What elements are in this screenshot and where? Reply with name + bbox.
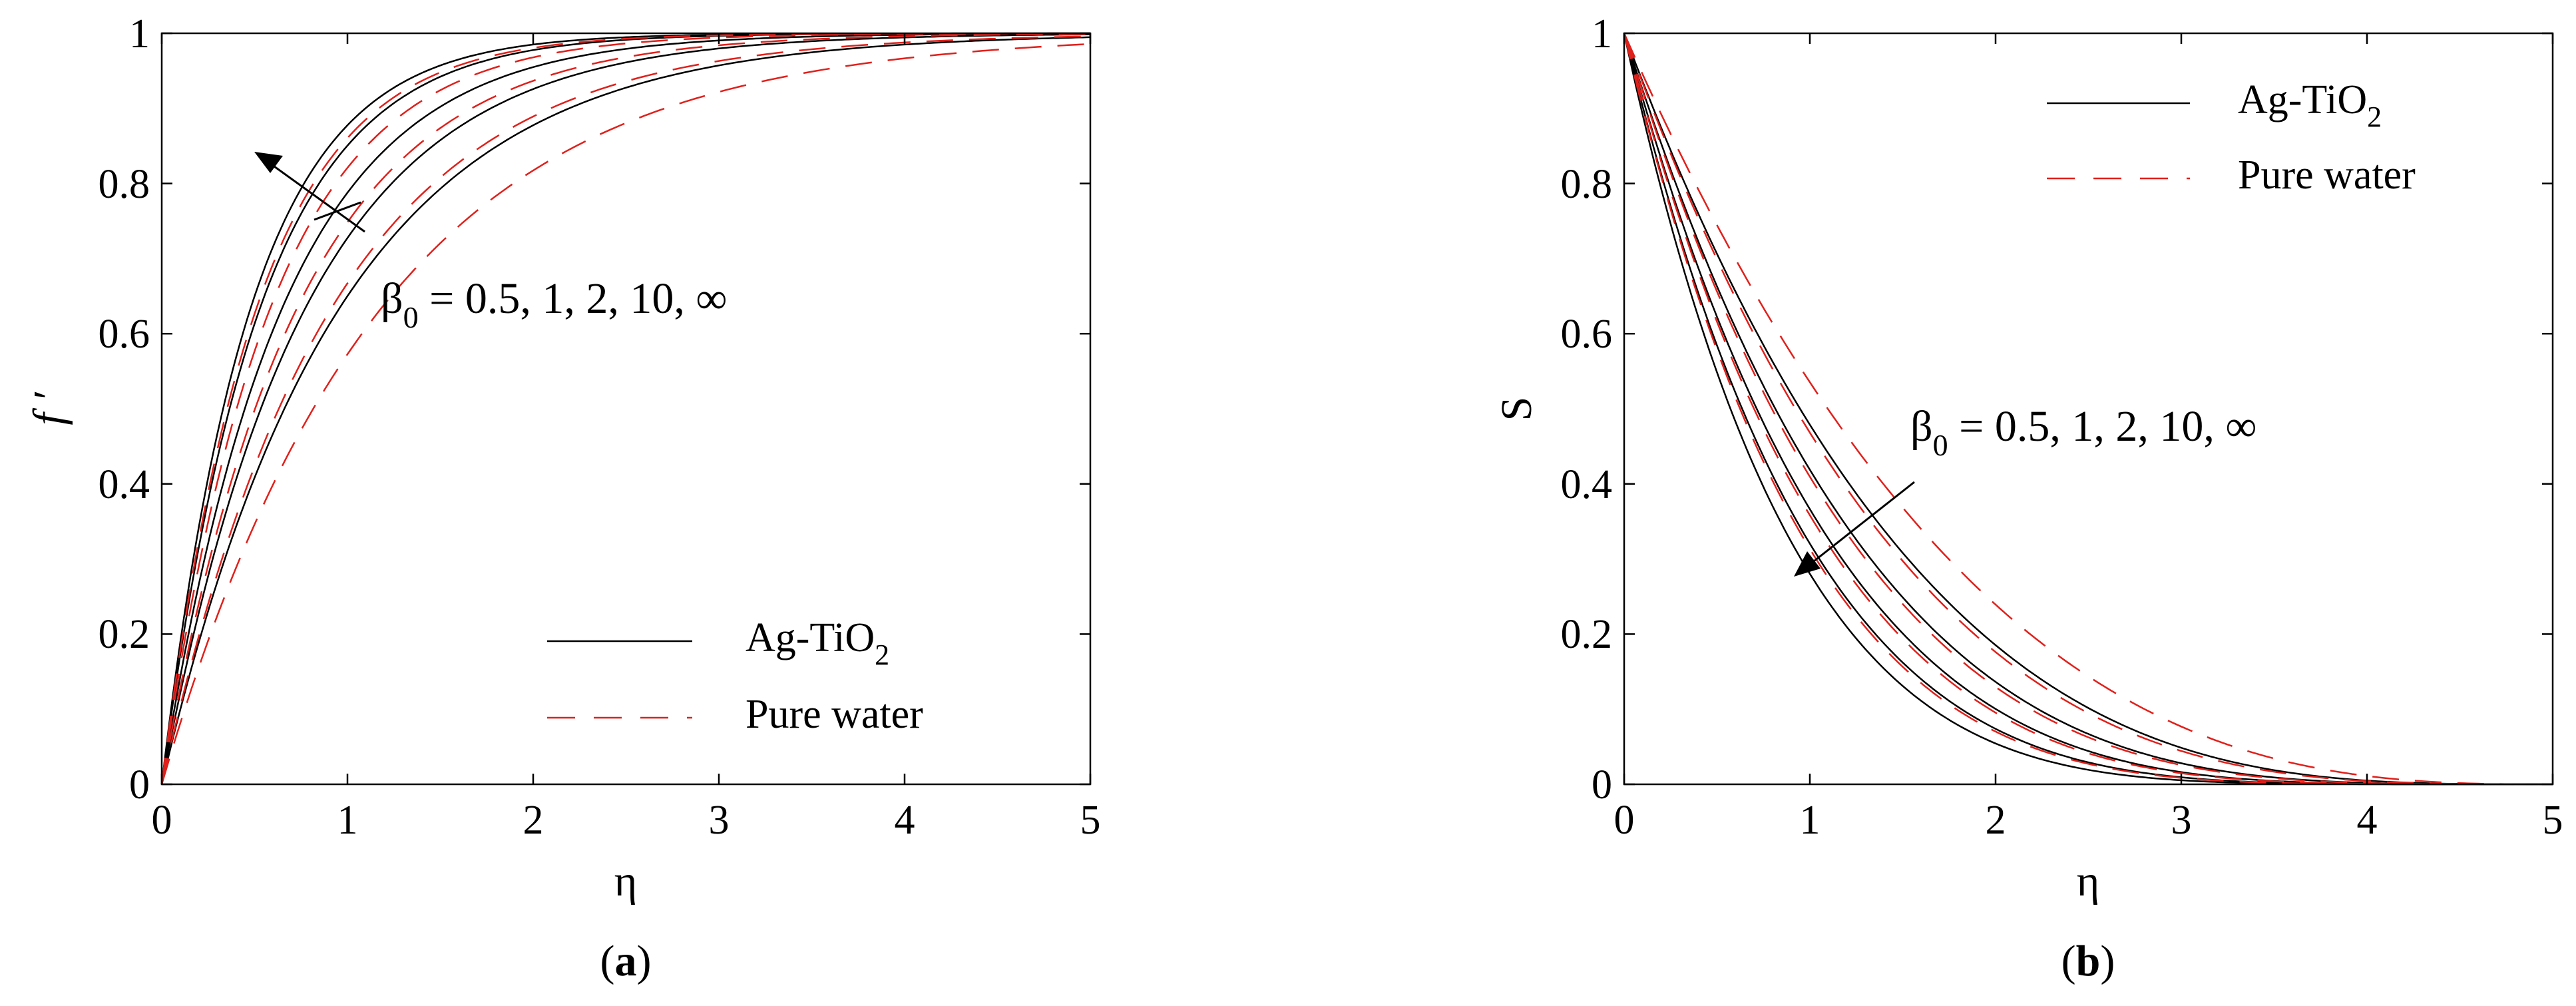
series-line-water-beta-0.5 xyxy=(1623,33,2553,786)
series-line-water-beta-2 xyxy=(160,33,1091,785)
y-axis-label: S xyxy=(1492,397,1541,421)
caption-letter: b xyxy=(2076,937,2101,985)
beta-annotation: β0 = 0.5, 1, 2, 10, ∞ xyxy=(1910,402,2256,462)
beta-annotation: β0 = 0.5, 1, 2, 10, ∞ xyxy=(381,274,727,334)
annotation-perp-line xyxy=(314,201,361,221)
legend-label-water: Pure water xyxy=(746,692,923,737)
series-line-ag-tio2-beta-0.5 xyxy=(160,36,1091,785)
series-line-ag-tio2-beta-∞ xyxy=(160,32,1090,785)
curves-b xyxy=(1623,33,2553,786)
x-tick-label: 5 xyxy=(1080,798,1101,843)
ticks-a xyxy=(160,32,1092,786)
x-tick-label: 0 xyxy=(1614,798,1635,843)
series-line-ag-tio2-beta-2 xyxy=(160,33,1090,785)
y-axis-label: f ′ xyxy=(25,391,73,425)
caption-paren: ) xyxy=(637,937,652,985)
x-axis-label: η xyxy=(2077,857,2100,905)
caption-paren: ) xyxy=(2100,937,2115,985)
annotation-arrowhead xyxy=(254,152,283,173)
y-tick-label: 0.4 xyxy=(99,462,150,507)
y-tick-label: 0 xyxy=(1592,762,1612,808)
x-tick-label: 1 xyxy=(337,798,358,843)
plot-frame-b xyxy=(1623,32,2554,786)
ticks-b xyxy=(1623,32,2554,786)
y-tick-label: 0.2 xyxy=(1561,612,1613,657)
panel-b: 0 1 2 3 4 5 0 0.2 0.4 0.6 0.8 1 η S β0 =… xyxy=(1492,11,2563,985)
beta-values: = 0.5, 1, 2, 10, ∞ xyxy=(419,274,728,323)
y-tick-label: 1 xyxy=(1592,11,1612,57)
y-tick-label: 0.8 xyxy=(99,162,150,207)
annotation-arrow-line xyxy=(274,165,365,233)
y-tick-label: 0.6 xyxy=(99,312,150,357)
legend-label-sub: 2 xyxy=(2367,101,2382,133)
series-line-water-beta-10 xyxy=(160,32,1090,785)
x-tick-label: 4 xyxy=(895,798,915,843)
legend-label-nanofluid: Ag-TiO2 xyxy=(2238,77,2382,133)
x-tick-label: 3 xyxy=(2171,798,2192,843)
x-tick-label: 0 xyxy=(152,798,172,843)
y-tick-label: 0.6 xyxy=(1561,312,1613,357)
x-tick-label: 4 xyxy=(2357,798,2378,843)
x-tick-label: 5 xyxy=(2543,798,2563,843)
legend-a: Ag-TiO2 Pure water xyxy=(547,615,923,737)
beta-symbol: β xyxy=(1910,402,1933,451)
legend-label-text: Ag-TiO xyxy=(2238,77,2367,123)
caption-paren: ( xyxy=(600,937,615,985)
series-line-ag-tio2-beta-1 xyxy=(160,33,1090,785)
y-tick-label: 0.2 xyxy=(99,612,150,657)
series-line-water-beta-0.5 xyxy=(160,43,1091,785)
panel-caption-b: (b) xyxy=(2061,937,2115,985)
annotation-arrowhead xyxy=(1794,551,1821,577)
y-tick-label: 0.8 xyxy=(1561,162,1613,207)
y-tick-label: 0.4 xyxy=(1561,462,1613,507)
x-tick-label: 2 xyxy=(1986,798,2006,843)
beta-values: = 0.5, 1, 2, 10, ∞ xyxy=(1948,402,2257,451)
series-line-water-beta-∞ xyxy=(160,32,1090,785)
curves-a xyxy=(160,32,1091,785)
legend-b: Ag-TiO2 Pure water xyxy=(2047,77,2416,198)
series-line-water-beta-1 xyxy=(160,35,1091,785)
x-axis-label: η xyxy=(614,857,638,905)
series-line-water-beta-∞ xyxy=(1623,33,2553,786)
plot-frame-a xyxy=(160,32,1092,786)
legend-label-water: Pure water xyxy=(2238,152,2416,198)
legend-label-sub: 2 xyxy=(875,638,889,671)
y-tick-label: 0 xyxy=(129,762,150,808)
x-tick-label: 3 xyxy=(709,798,730,843)
x-tick-label: 1 xyxy=(1800,798,1821,843)
beta-symbol: β xyxy=(381,274,403,323)
series-line-ag-tio2-beta-10 xyxy=(160,32,1090,785)
beta-subscript: 0 xyxy=(1933,428,1948,462)
legend-label-text: Ag-TiO xyxy=(746,615,875,660)
y-tick-label: 1 xyxy=(129,11,150,57)
series-line-water-beta-1 xyxy=(1623,33,2553,786)
legend-label-nanofluid: Ag-TiO2 xyxy=(746,615,889,671)
panel-caption-a: (a) xyxy=(600,937,652,985)
beta-subscript: 0 xyxy=(403,300,419,334)
series-line-water-beta-2 xyxy=(1623,33,2553,786)
panel-a: 0 1 2 3 4 5 0 0.2 0.4 0.6 0.8 1 η f ′ β0… xyxy=(25,11,1101,985)
caption-letter: a xyxy=(615,937,637,985)
caption-paren: ( xyxy=(2061,937,2076,985)
annotation-arrow-line xyxy=(1813,481,1915,563)
x-tick-label: 2 xyxy=(523,798,544,843)
